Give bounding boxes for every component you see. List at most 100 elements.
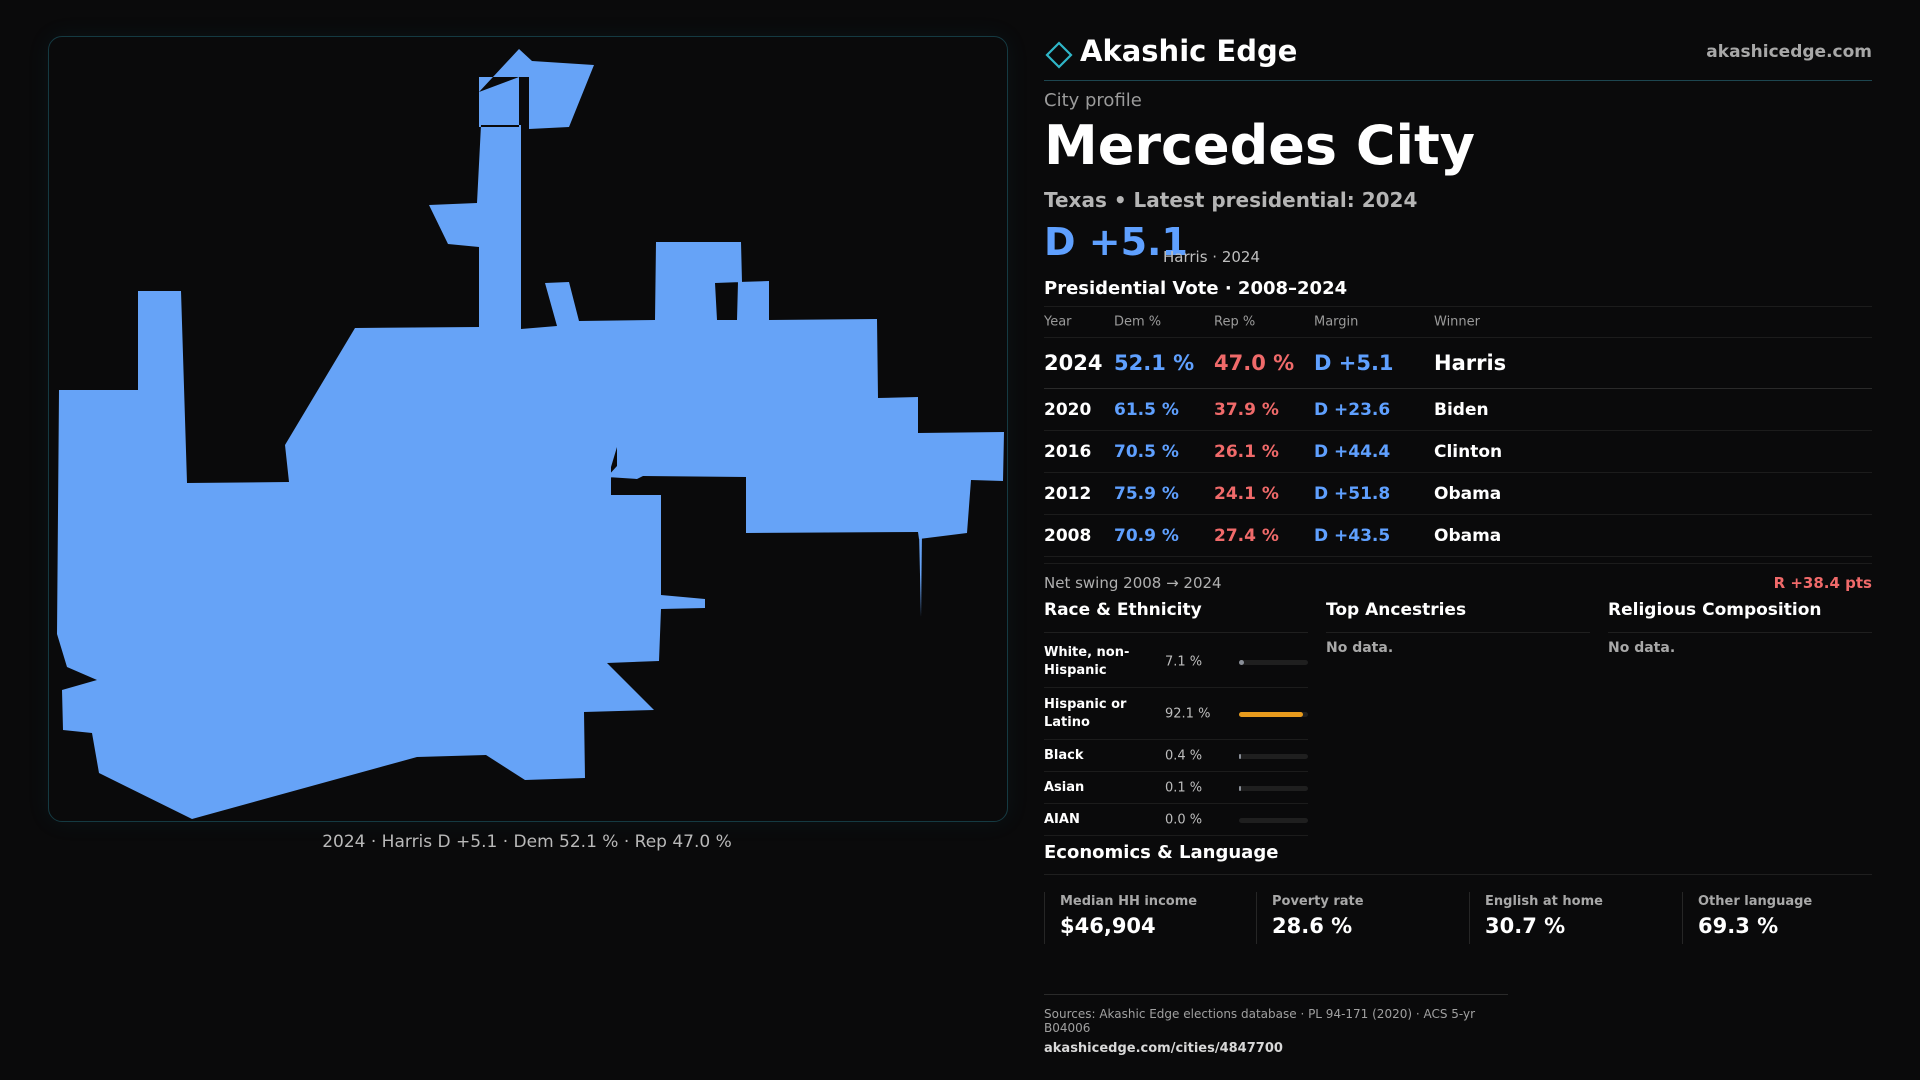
race-value: 92.1 %: [1165, 706, 1211, 721]
cell-year: 2008: [1044, 525, 1092, 546]
stat-value: 30.7 %: [1485, 914, 1566, 938]
race-value: 7.1 %: [1165, 654, 1203, 669]
diamond-logo-icon: [1045, 41, 1073, 69]
race-bar: [1239, 817, 1308, 823]
cell-year: 2016: [1044, 441, 1092, 462]
col-header-rep: Rep %: [1214, 314, 1256, 330]
map-caption: 2024 · Harris D +5.1 · Dem 52.1 % · Rep …: [322, 832, 732, 852]
race-bar-fill: [1239, 785, 1242, 791]
headline-margin: D +5.1: [1044, 220, 1188, 264]
religion-section-title: Religious Composition: [1608, 600, 1872, 633]
cell-winner: Obama: [1434, 525, 1502, 546]
stat-value: 69.3 %: [1698, 914, 1779, 938]
page-title: Mercedes City: [1044, 114, 1475, 177]
city-boundary-spur: [919, 532, 922, 617]
stat-card-english: English at home 30.7 %: [1469, 892, 1662, 944]
table-row: 2012 75.9 % 24.1 % D +51.8 Obama: [1044, 473, 1872, 515]
race-bar-fill: [1239, 711, 1303, 717]
race-section-title: Race & Ethnicity: [1044, 600, 1308, 633]
stat-card-other-language: Other language 69.3 %: [1682, 892, 1875, 944]
religion-no-data: No data.: [1608, 640, 1676, 656]
table-row: 2008 70.9 % 27.4 % D +43.5 Obama: [1044, 515, 1872, 557]
cell-margin: D +44.4: [1314, 441, 1391, 462]
col-header-dem: Dem %: [1114, 314, 1162, 330]
list-item: Asian 0.1 %: [1044, 772, 1308, 804]
stat-value: $46,904: [1060, 914, 1156, 938]
vote-table: Year Dem % Rep % Margin Winner 2024 52.1…: [1044, 306, 1872, 557]
table-row: 2024 52.1 % 47.0 % D +5.1 Harris: [1044, 338, 1872, 389]
race-label: Black: [1044, 747, 1084, 763]
city-boundary-shape: [57, 49, 1004, 819]
city-boundary-map: [57, 49, 1004, 819]
cell-dem: 61.5 %: [1114, 399, 1179, 420]
cell-dem: 52.1 %: [1114, 351, 1195, 375]
cell-winner: Biden: [1434, 399, 1489, 420]
race-bar: [1239, 785, 1308, 791]
cell-dem: 75.9 %: [1114, 483, 1179, 504]
cell-winner: Harris: [1434, 351, 1507, 375]
economics-section-title: Economics & Language: [1044, 842, 1872, 875]
race-label: White, non-Hispanic: [1044, 644, 1130, 678]
race-value: 0.0 %: [1165, 812, 1203, 827]
list-item: White, non-Hispanic 7.1 %: [1044, 636, 1308, 688]
col-header-year: Year: [1044, 314, 1072, 330]
cell-rep: 24.1 %: [1214, 483, 1279, 504]
ancestry-section-title: Top Ancestries: [1326, 600, 1590, 633]
cell-rep: 27.4 %: [1214, 525, 1279, 546]
race-value: 0.1 %: [1165, 780, 1203, 795]
cell-dem: 70.9 %: [1114, 525, 1179, 546]
stat-value: 28.6 %: [1272, 914, 1353, 938]
race-label: Asian: [1044, 779, 1085, 795]
profile-subtitle: Texas • Latest presidential: 2024: [1044, 188, 1418, 212]
profile-kicker: City profile: [1044, 90, 1142, 111]
list-item: AIAN 0.0 %: [1044, 804, 1308, 836]
list-item: Black 0.4 %: [1044, 740, 1308, 772]
cell-year: 2024: [1044, 351, 1103, 375]
cell-dem: 70.5 %: [1114, 441, 1179, 462]
city-page-link[interactable]: akashicedge.com/cities/4847700: [1044, 1041, 1283, 1056]
cell-rep: 47.0 %: [1214, 351, 1295, 375]
cell-margin: D +5.1: [1314, 351, 1394, 375]
race-label: Hispanic or Latino: [1044, 696, 1127, 730]
net-swing-value: R +38.4 pts: [1773, 574, 1872, 592]
sources-footer: Sources: Akashic Edge elections database…: [1044, 994, 1508, 1056]
brand-site-link[interactable]: akashicedge.com: [1706, 42, 1872, 62]
race-bar: [1239, 659, 1308, 665]
stat-label: Poverty rate: [1272, 894, 1364, 909]
stat-label: Median HH income: [1060, 894, 1198, 909]
race-bar: [1239, 711, 1308, 717]
sources-text: Sources: Akashic Edge elections database…: [1044, 1007, 1476, 1035]
profile-panel: Akashic Edge akashicedge.com City profil…: [1044, 0, 1872, 1080]
cell-rep: 37.9 %: [1214, 399, 1279, 420]
col-header-margin: Margin: [1314, 314, 1359, 330]
cell-margin: D +43.5: [1314, 525, 1391, 546]
race-list: White, non-Hispanic 7.1 % Hispanic or La…: [1044, 636, 1308, 836]
race-bar: [1239, 753, 1308, 759]
economics-cards: Median HH income $46,904 Poverty rate 28…: [1044, 892, 1872, 944]
net-swing-row: Net swing 2008 → 2024 R +38.4 pts: [1044, 563, 1872, 602]
col-header-winner: Winner: [1434, 314, 1481, 330]
city-map: [48, 36, 1008, 822]
race-bar-fill: [1239, 753, 1242, 759]
vote-table-header: Year Dem % Rep % Margin Winner: [1044, 307, 1872, 338]
cell-year: 2012: [1044, 483, 1092, 504]
table-row: 2016 70.5 % 26.1 % D +44.4 Clinton: [1044, 431, 1872, 473]
stat-card-poverty: Poverty rate 28.6 %: [1256, 892, 1449, 944]
ancestry-no-data: No data.: [1326, 640, 1394, 656]
brand-name: Akashic Edge: [1080, 34, 1298, 68]
cell-year: 2020: [1044, 399, 1092, 420]
cell-winner: Obama: [1434, 483, 1502, 504]
vote-section-title: Presidential Vote · 2008–2024: [1044, 278, 1348, 299]
stat-card-income: Median HH income $46,904: [1044, 892, 1237, 944]
stat-label: Other language: [1698, 894, 1813, 909]
stat-label: English at home: [1485, 894, 1603, 909]
cell-margin: D +23.6: [1314, 399, 1391, 420]
net-swing-label: Net swing 2008 → 2024: [1044, 574, 1222, 592]
brand-header: Akashic Edge akashicedge.com: [1044, 30, 1872, 81]
list-item: Hispanic or Latino 92.1 %: [1044, 688, 1308, 740]
table-row: 2020 61.5 % 37.9 % D +23.6 Biden: [1044, 389, 1872, 431]
race-value: 0.4 %: [1165, 748, 1203, 763]
cell-winner: Clinton: [1434, 441, 1503, 462]
cell-margin: D +51.8: [1314, 483, 1391, 504]
race-label: AIAN: [1044, 811, 1080, 827]
